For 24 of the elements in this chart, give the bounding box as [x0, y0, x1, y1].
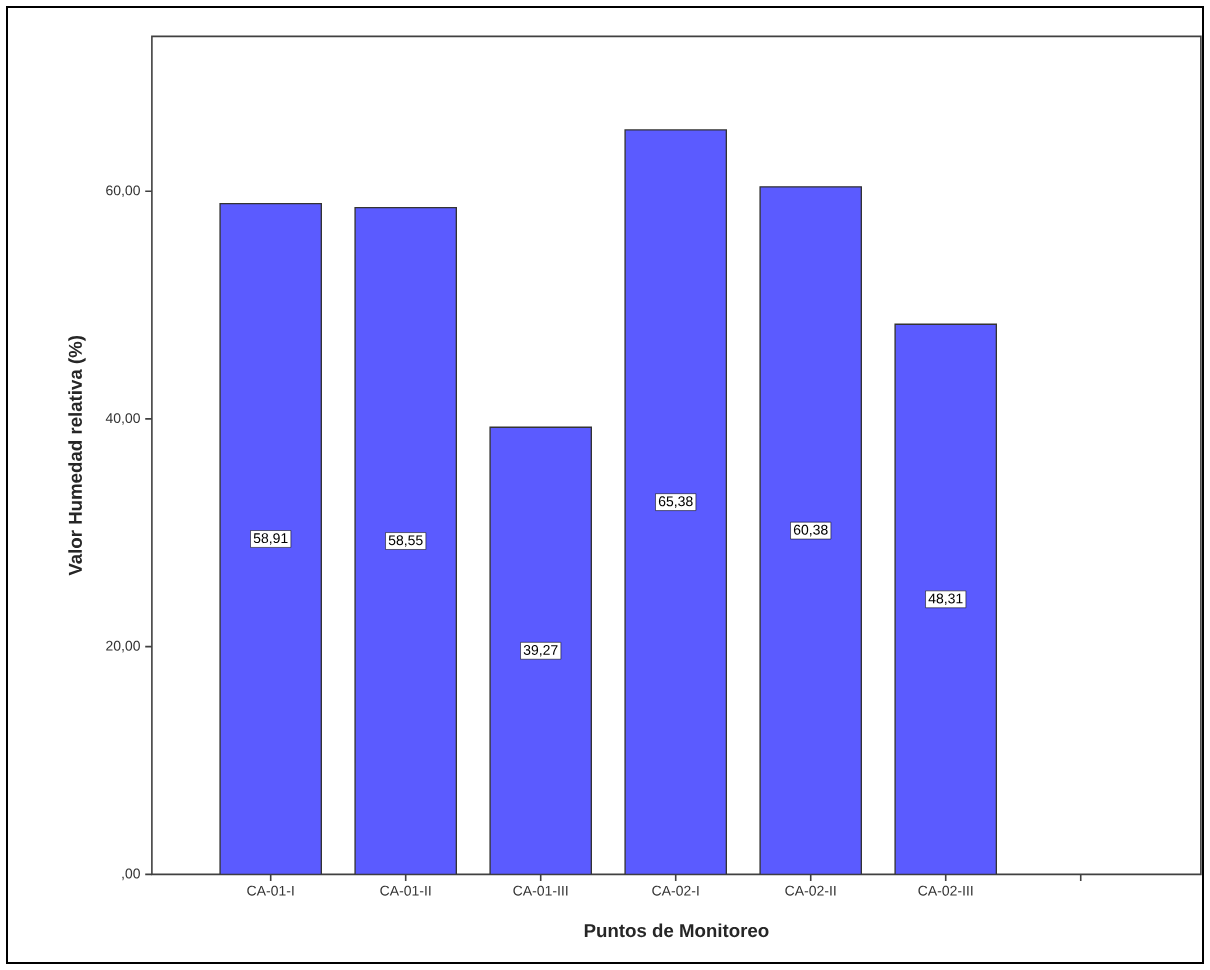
y-axis-title: Valor Humedad relativa (%) [68, 335, 86, 576]
y-tick-label: 40,00 [105, 413, 140, 425]
data-label: 48,31 [928, 593, 963, 606]
data-label: 39,27 [523, 645, 558, 657]
x-tick-label: CA-01-II [380, 885, 431, 896]
x-tick-label: CA-01-I [247, 885, 294, 896]
x-axis-title: Puntos de Monitoreo [584, 923, 769, 938]
data-label: 60,38 [793, 524, 828, 537]
bar [220, 203, 322, 875]
bar [490, 427, 592, 875]
y-tick-label: 20,00 [106, 640, 140, 653]
y-tick-label: ,00 [122, 868, 140, 881]
x-tick-label: CA-02-III [918, 885, 973, 896]
x-tick-label: CA-02-I [652, 885, 699, 896]
x-tick-label: CA-02-II [785, 885, 836, 896]
bar [760, 186, 862, 875]
data-label: 58,91 [253, 533, 288, 545]
bar [355, 207, 457, 875]
data-label: 58,55 [388, 535, 423, 547]
y-tick-label: 60,00 [106, 185, 140, 197]
x-tick-label: CA-01-III [513, 885, 568, 896]
bar [894, 323, 998, 875]
data-label: 65,38 [658, 496, 693, 508]
bar [625, 129, 727, 875]
